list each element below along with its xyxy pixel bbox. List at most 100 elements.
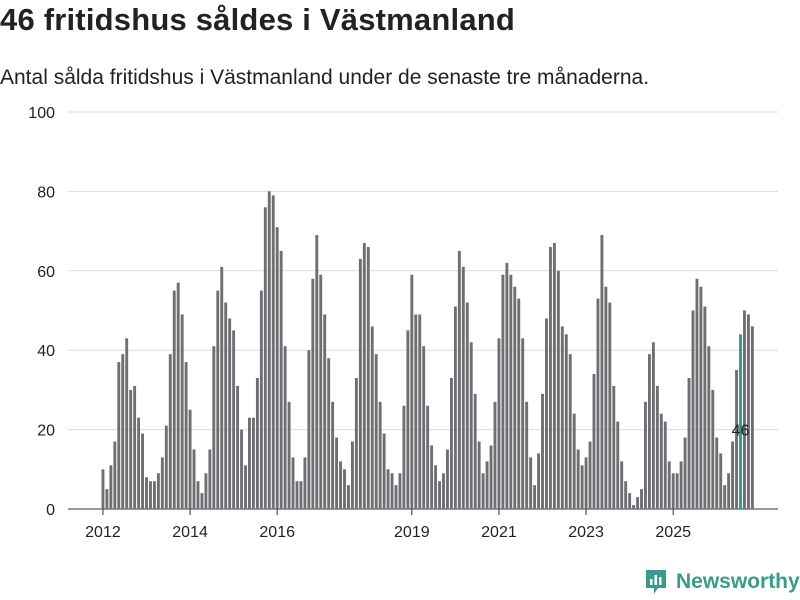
bar bbox=[228, 318, 232, 509]
bar bbox=[263, 207, 267, 509]
bar bbox=[113, 441, 117, 509]
bar bbox=[727, 473, 731, 509]
chart-subtitle: Antal sålda fritidshus i Västmanland und… bbox=[0, 66, 650, 89]
bar bbox=[176, 282, 180, 509]
bar bbox=[596, 298, 600, 509]
bar bbox=[584, 457, 588, 509]
bar bbox=[129, 389, 133, 509]
bar bbox=[295, 481, 299, 509]
bar bbox=[287, 401, 291, 509]
bar bbox=[438, 481, 441, 509]
bar bbox=[212, 346, 216, 509]
bar bbox=[335, 437, 339, 509]
bar bbox=[457, 250, 461, 509]
bar bbox=[271, 195, 275, 509]
bar bbox=[604, 286, 608, 509]
bar bbox=[323, 314, 327, 509]
bar bbox=[109, 465, 113, 509]
bar bbox=[632, 505, 636, 509]
bar bbox=[430, 445, 434, 509]
data-labels: 46 bbox=[732, 423, 750, 440]
bar bbox=[204, 473, 208, 509]
bar bbox=[628, 493, 632, 509]
bar bbox=[521, 338, 525, 509]
x-tick-label: 2014 bbox=[172, 524, 208, 541]
bar bbox=[414, 314, 418, 509]
bar bbox=[707, 346, 711, 509]
bar bbox=[687, 377, 691, 509]
bar bbox=[735, 370, 738, 509]
bar bbox=[461, 266, 465, 509]
bar bbox=[299, 481, 303, 509]
bar bbox=[525, 401, 529, 509]
bar bbox=[232, 330, 236, 509]
chart-title: 46 fritidshus såldes i Västmanland bbox=[0, 2, 516, 37]
bar bbox=[449, 377, 453, 509]
bar bbox=[663, 421, 667, 509]
x-tick-label: 2016 bbox=[259, 524, 295, 541]
bar bbox=[446, 449, 449, 509]
bar bbox=[374, 354, 378, 509]
bar bbox=[683, 437, 687, 509]
highlight-value-label: 46 bbox=[732, 423, 750, 440]
bar bbox=[659, 413, 663, 509]
bar bbox=[248, 417, 251, 509]
bar bbox=[675, 473, 679, 509]
bar bbox=[750, 326, 754, 509]
bar bbox=[196, 481, 200, 509]
bar bbox=[251, 417, 255, 509]
bar bbox=[149, 481, 152, 509]
brand-logo: Newsworthy bbox=[644, 568, 800, 596]
bar bbox=[731, 441, 735, 509]
bar bbox=[572, 413, 576, 509]
bar bbox=[220, 266, 224, 509]
bar bbox=[236, 385, 240, 509]
bar bbox=[418, 314, 422, 509]
bar bbox=[168, 354, 172, 509]
bar bbox=[145, 477, 148, 509]
bar-highlight bbox=[739, 334, 742, 509]
bar bbox=[370, 326, 374, 509]
bars bbox=[101, 191, 754, 510]
bar bbox=[703, 306, 707, 509]
bar bbox=[121, 354, 125, 509]
bar bbox=[101, 469, 105, 509]
x-tick-label: 2019 bbox=[394, 524, 430, 541]
bar bbox=[291, 457, 295, 509]
bar bbox=[485, 461, 489, 509]
bar bbox=[537, 453, 540, 509]
bar bbox=[137, 417, 141, 509]
bar bbox=[723, 485, 727, 509]
bar bbox=[164, 425, 168, 509]
y-tick-label: 0 bbox=[46, 502, 55, 519]
bar bbox=[545, 318, 548, 509]
bar bbox=[556, 270, 560, 509]
bar bbox=[350, 441, 354, 509]
newsworthy-logo-icon bbox=[646, 570, 666, 594]
bar bbox=[552, 243, 556, 509]
bar bbox=[354, 377, 358, 509]
bar bbox=[505, 262, 509, 509]
bar bbox=[156, 473, 160, 509]
y-tick-label: 60 bbox=[37, 264, 55, 281]
brand-name: Newsworthy bbox=[676, 570, 800, 593]
bar bbox=[303, 457, 307, 509]
bar bbox=[679, 461, 683, 509]
bar bbox=[410, 274, 414, 509]
bar bbox=[548, 246, 552, 510]
bar bbox=[453, 306, 457, 509]
bar bbox=[267, 191, 271, 509]
bar bbox=[255, 377, 259, 509]
bar bbox=[746, 314, 750, 509]
bar bbox=[224, 302, 228, 509]
bar bbox=[133, 385, 137, 509]
y-tick-label: 40 bbox=[37, 343, 55, 360]
bar bbox=[600, 235, 604, 509]
bar bbox=[366, 246, 370, 510]
bar bbox=[386, 469, 390, 509]
bar bbox=[378, 401, 382, 509]
x-tick-label: 2025 bbox=[655, 524, 691, 541]
bar bbox=[489, 445, 493, 509]
bar bbox=[711, 389, 715, 509]
y-tick-label: 100 bbox=[28, 105, 55, 122]
